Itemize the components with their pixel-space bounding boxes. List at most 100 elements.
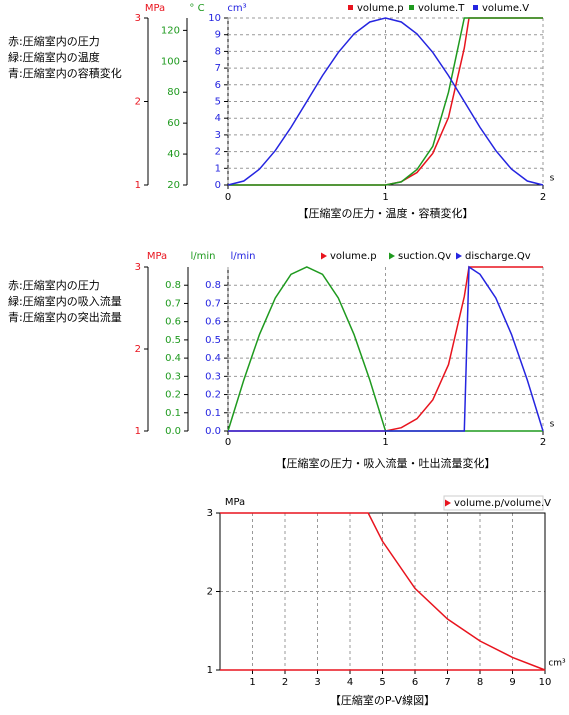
y-tick-label: 80 (167, 87, 180, 98)
y-tick-label: 0.4 (205, 353, 221, 364)
y-tick-label: 4 (215, 113, 221, 124)
y-tick-label: 0.3 (205, 371, 221, 382)
y-axis-label: MPa (147, 251, 167, 262)
x-tick-label: 1 (382, 192, 388, 203)
note: 緑:圧縮室内の吸入流量 (8, 294, 122, 308)
legend-marker (445, 499, 451, 507)
legend-marker (409, 5, 414, 10)
y-axis-label: l/min (190, 251, 215, 262)
x-tick-label: 6 (412, 677, 418, 688)
caption: 【圧縮室の圧力・吸入流量・吐出流量変化】 (276, 456, 496, 470)
y-axis-label: ° C (189, 3, 204, 14)
y-tick-label: 100 (161, 56, 180, 67)
y-tick-label: 0.0 (165, 426, 181, 437)
legend-marker (473, 5, 478, 10)
x-tick-label: 1 (249, 677, 255, 688)
x-tick-label: 2 (282, 677, 288, 688)
y-tick-label: 0 (215, 180, 221, 191)
y-tick-label: 0.1 (205, 408, 221, 419)
x-tick-label: 4 (347, 677, 353, 688)
y-tick-label: 0.5 (165, 335, 181, 346)
x-tick-label: 10 (539, 677, 552, 688)
x-axis-label: s (550, 174, 555, 184)
note: 青:圧縮室内の突出流量 (8, 310, 122, 324)
y-tick-label: 40 (167, 149, 180, 160)
legend-box (443, 495, 544, 511)
caption: 【圧縮室の圧力・温度・容積変化】 (298, 206, 474, 220)
y-tick-label: 0.8 (205, 280, 221, 291)
x-tick-label: 8 (477, 677, 483, 688)
y-axis-label: cm³ (227, 3, 246, 14)
y-tick-label: 0.6 (205, 317, 221, 328)
y-tick-label: 1 (207, 665, 213, 676)
y-tick-label: 0.7 (165, 298, 181, 309)
note: 青:圧縮室内の容積変化 (8, 66, 122, 80)
series-line (228, 17, 543, 186)
y-tick-label: 6 (215, 80, 221, 91)
y-tick-label: 2 (207, 587, 213, 598)
y-tick-label: 1 (135, 180, 141, 191)
y-tick-label: 8 (215, 46, 221, 57)
legend-label: volume.V (482, 3, 529, 14)
legend-marker (321, 252, 327, 260)
x-tick-label: 0 (225, 192, 231, 203)
y-tick-label: 0.6 (165, 317, 181, 328)
x-tick-label: 2 (540, 437, 546, 448)
legend-label: volume.p (330, 251, 377, 262)
y-tick-label: 9 (215, 30, 221, 41)
y-tick-label: 0.2 (165, 390, 181, 401)
x-tick-label: 5 (379, 677, 385, 688)
series-line (220, 512, 546, 671)
x-tick-label: 3 (314, 677, 320, 688)
y-axis-label: MPa (225, 497, 245, 508)
y-tick-label: 10 (208, 13, 221, 24)
y-tick-label: 0.0 (205, 426, 221, 437)
y-tick-label: 0.4 (165, 353, 181, 364)
y-tick-label: 3 (215, 130, 221, 141)
y-tick-label: 5 (215, 97, 221, 108)
y-tick-label: 60 (167, 118, 180, 129)
y-tick-label: 0.2 (205, 390, 221, 401)
y-tick-label: 1 (135, 426, 141, 437)
y-tick-label: 20 (167, 180, 180, 191)
x-axis-label: cm³ (548, 659, 566, 669)
y-tick-label: 0.3 (165, 371, 181, 382)
y-tick-label: 2 (135, 97, 141, 108)
y-tick-label: 0.5 (205, 335, 221, 346)
y-tick-label: 3 (207, 508, 213, 519)
note: 緑:圧縮室内の温度 (8, 50, 100, 64)
note: 赤:圧縮室内の圧力 (8, 278, 100, 292)
y-axis-label: l/min (230, 251, 255, 262)
legend-label: volume.T (418, 3, 465, 14)
x-tick-label: 9 (509, 677, 515, 688)
legend-marker (348, 5, 353, 10)
legend-label: volume.p/volume.V (454, 498, 551, 509)
series-line (228, 265, 544, 432)
y-tick-label: 120 (161, 25, 180, 36)
y-tick-label: 0.7 (205, 298, 221, 309)
legend-label: discharge.Qv (465, 251, 531, 262)
legend-marker (389, 252, 395, 260)
y-tick-label: 2 (135, 344, 141, 355)
y-tick-label: 0.8 (165, 280, 181, 291)
y-tick-label: 3 (135, 262, 141, 273)
y-tick-label: 2 (215, 147, 221, 158)
x-tick-label: 7 (444, 677, 450, 688)
y-tick-label: 0.1 (165, 408, 181, 419)
x-axis-label: s (550, 420, 555, 430)
legend-marker (456, 252, 462, 260)
y-tick-label: 7 (215, 63, 221, 74)
series-line (227, 17, 544, 186)
y-axis-label: MPa (145, 3, 165, 14)
y-tick-label: 1 (215, 163, 221, 174)
x-tick-label: 0 (225, 437, 231, 448)
note: 赤:圧縮室内の圧力 (8, 34, 100, 48)
x-tick-label: 2 (540, 192, 546, 203)
legend-label: suction.Qv (398, 251, 451, 262)
y-tick-label: 3 (135, 13, 141, 24)
x-tick-label: 1 (382, 437, 388, 448)
legend-label: volume.p (357, 3, 404, 14)
caption: 【圧縮室のP-V線図】 (330, 693, 435, 707)
